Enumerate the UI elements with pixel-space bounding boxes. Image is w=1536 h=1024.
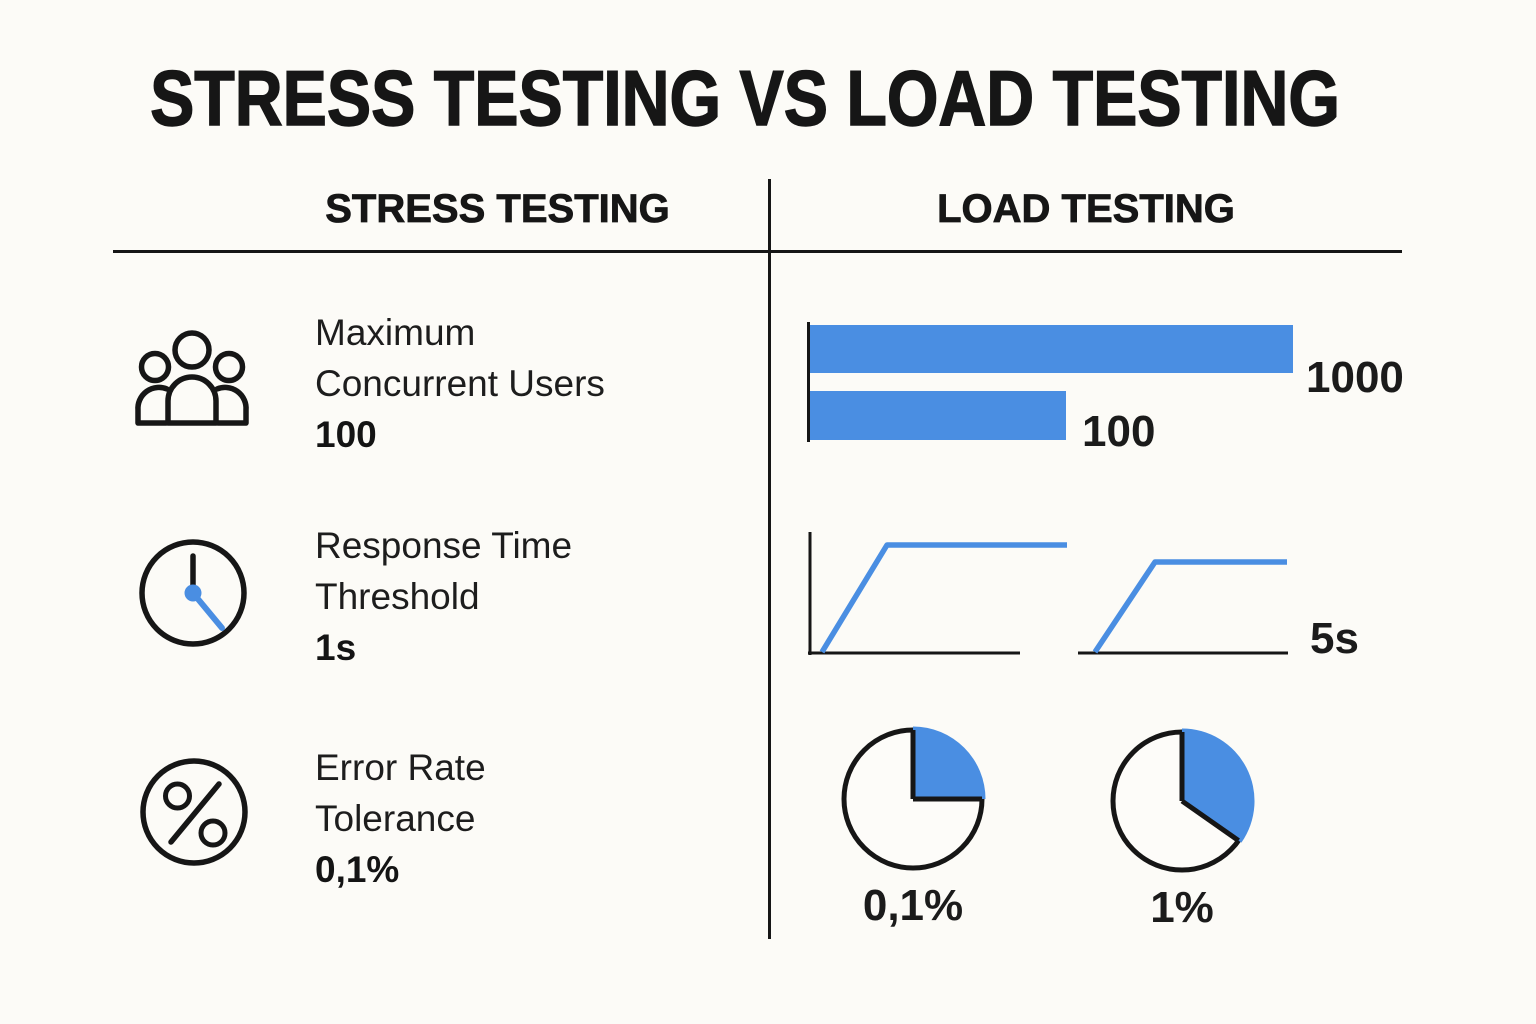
- line-chart-value-label: 5s: [1310, 614, 1359, 663]
- users-icon: [135, 330, 249, 426]
- bar-value-label: 100: [1082, 407, 1156, 456]
- header-underline: [113, 250, 1402, 253]
- clock-icon: [139, 539, 247, 647]
- bar-value-label: 1000: [1306, 353, 1404, 402]
- metric-value: 1s: [315, 627, 357, 668]
- metric-label-line: Maximum: [315, 312, 476, 353]
- column-header-load-testing: LOAD TESTING: [937, 187, 1236, 231]
- metric-response-time-threshold: Response Time Threshold 1s: [315, 520, 572, 673]
- pie-value-label: 0,1%: [862, 881, 964, 930]
- page-title: STRESS TESTING VS LOAD TESTING: [149, 54, 1340, 142]
- metric-value: 0,1%: [315, 849, 400, 890]
- metric-label-line: Concurrent Users: [315, 363, 605, 404]
- line-series-slow-ramp: [1092, 559, 1287, 654]
- metric-label-line: Threshold: [315, 576, 480, 617]
- pie-value-label: 1%: [1150, 883, 1214, 932]
- bar-chart-axis: [807, 322, 810, 442]
- metric-label-line: Response Time: [315, 525, 573, 566]
- metric-error-rate-tolerance: Error Rate Tolerance 0,1%: [315, 742, 486, 895]
- pie-chart-25pct: [841, 726, 986, 871]
- metric-value: 100: [315, 414, 377, 455]
- pie-chart-35pct: [1110, 728, 1255, 873]
- bar-load-1000: [810, 325, 1293, 373]
- metric-max-concurrent-users: Maximum Concurrent Users 100: [315, 307, 605, 460]
- percent-icon: [140, 758, 248, 866]
- metric-label-line: Tolerance: [315, 798, 476, 839]
- bar-stress-100: [810, 391, 1066, 440]
- line-series-fast-ramp: [819, 542, 1067, 654]
- column-divider-line: [768, 179, 771, 939]
- line-charts: [808, 532, 1288, 655]
- column-header-stress-testing: STRESS TESTING: [325, 187, 670, 231]
- pie-slice: [1182, 728, 1255, 843]
- pie-slice: [913, 726, 986, 799]
- metric-label-line: Error Rate: [315, 747, 486, 788]
